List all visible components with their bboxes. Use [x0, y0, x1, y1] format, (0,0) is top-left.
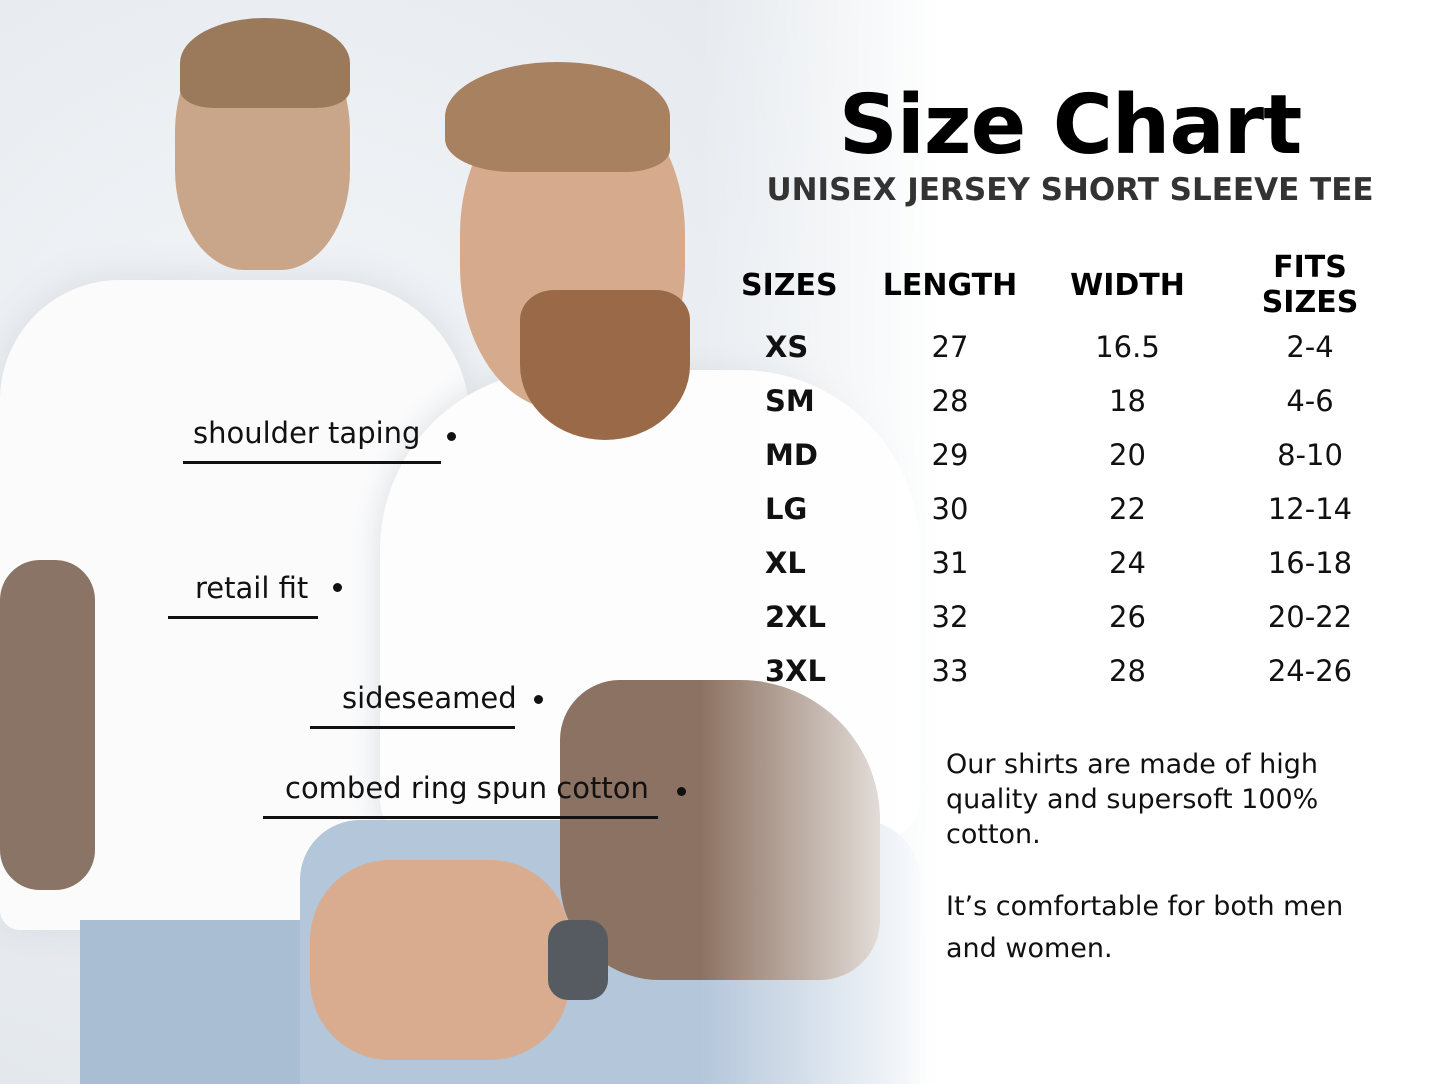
- table-row: SM 28 18 4-6: [735, 374, 1390, 428]
- annotation-dot: [447, 432, 456, 441]
- watch-icon: [548, 920, 608, 1000]
- header-sizes: SIZES: [741, 267, 838, 303]
- cell-width: 20: [1109, 438, 1146, 472]
- annotation-label: shoulder taping: [193, 416, 421, 450]
- product-photo: shoulder taping retail fit sideseamed co…: [0, 0, 960, 1084]
- cell-length: 33: [931, 654, 969, 688]
- table-row: LG 30 22 12-14: [735, 482, 1390, 536]
- table-header-row: SIZES LENGTH WIDTH FITS SIZES: [735, 250, 1390, 320]
- photo-fade: [700, 0, 960, 1084]
- annotation-dot: [333, 583, 342, 592]
- cell-length: 28: [931, 384, 969, 418]
- annotation-dot: [534, 695, 543, 704]
- model-back-hair: [180, 18, 350, 108]
- model-back-arm: [0, 560, 95, 890]
- description-material: Our shirts are made of high quality and …: [946, 749, 1319, 850]
- annotation-label: retail fit: [195, 571, 309, 605]
- cell-width: 26: [1109, 600, 1146, 634]
- cell-size: LG: [765, 492, 808, 526]
- cell-length: 29: [931, 438, 969, 472]
- table-row: XL 31 24 16-18: [735, 536, 1390, 590]
- cell-size: 2XL: [765, 600, 827, 634]
- annotation-retail-fit: retail fit: [168, 571, 342, 619]
- cell-fits-sizes: 4-6: [1286, 384, 1334, 418]
- header-length: LENGTH: [882, 267, 1018, 303]
- cell-size: XS: [765, 330, 809, 364]
- cell-fits-sizes: 12-14: [1267, 492, 1353, 526]
- description-fit: It’s comfortable for both men and women.: [946, 891, 1344, 964]
- size-table: SIZES LENGTH WIDTH FITS SIZES XS 27 16.5 2-…: [735, 250, 1390, 698]
- table-row: MD 29 20 8-10: [735, 428, 1390, 482]
- cell-width: 16.5: [1095, 330, 1160, 364]
- page-title: Size Chart: [838, 78, 1303, 173]
- cell-fits-sizes: 8-10: [1277, 438, 1343, 472]
- cell-size: 3XL: [765, 654, 827, 688]
- cell-fits-sizes: 16-18: [1267, 546, 1353, 580]
- cell-size: SM: [765, 384, 815, 418]
- header-width: WIDTH: [1070, 267, 1185, 303]
- table-row: 3XL 33 28 24-26: [735, 644, 1390, 698]
- annotation-cotton: combed ring spun cotton: [263, 771, 686, 819]
- cell-size: XL: [765, 546, 806, 580]
- annotation-line: [310, 726, 515, 729]
- cell-length: 27: [931, 330, 969, 364]
- cell-width: 24: [1109, 546, 1146, 580]
- cell-width: 22: [1109, 492, 1146, 526]
- cell-length: 31: [931, 546, 969, 580]
- annotation-line: [263, 816, 658, 819]
- model-front-hair: [445, 62, 670, 172]
- cell-width: 28: [1109, 654, 1146, 688]
- cell-fits-sizes: 2-4: [1286, 330, 1334, 364]
- annotation-shoulder-taping: shoulder taping: [183, 416, 456, 464]
- annotation-dot: [677, 787, 686, 796]
- model-front-beard: [520, 290, 690, 440]
- header-fits-sizes: FITS SIZES: [1261, 250, 1359, 320]
- table-row: 2XL 32 26 20-22: [735, 590, 1390, 644]
- cell-length: 30: [931, 492, 969, 526]
- annotation-label: combed ring spun cotton: [285, 771, 649, 805]
- cell-size: MD: [765, 438, 818, 472]
- cell-fits-sizes: 20-22: [1267, 600, 1353, 634]
- page-subtitle: UNISEX JERSEY SHORT SLEEVE TEE: [766, 172, 1374, 208]
- annotation-sideseamed: sideseamed: [310, 681, 543, 729]
- cell-length: 32: [931, 600, 969, 634]
- model-front-hands: [310, 860, 570, 1060]
- cell-width: 18: [1109, 384, 1146, 418]
- annotation-line: [183, 461, 441, 464]
- annotation-label: sideseamed: [342, 681, 517, 715]
- cell-fits-sizes: 24-26: [1267, 654, 1353, 688]
- table-row: XS 27 16.5 2-4: [735, 320, 1390, 374]
- annotation-line: [168, 616, 318, 619]
